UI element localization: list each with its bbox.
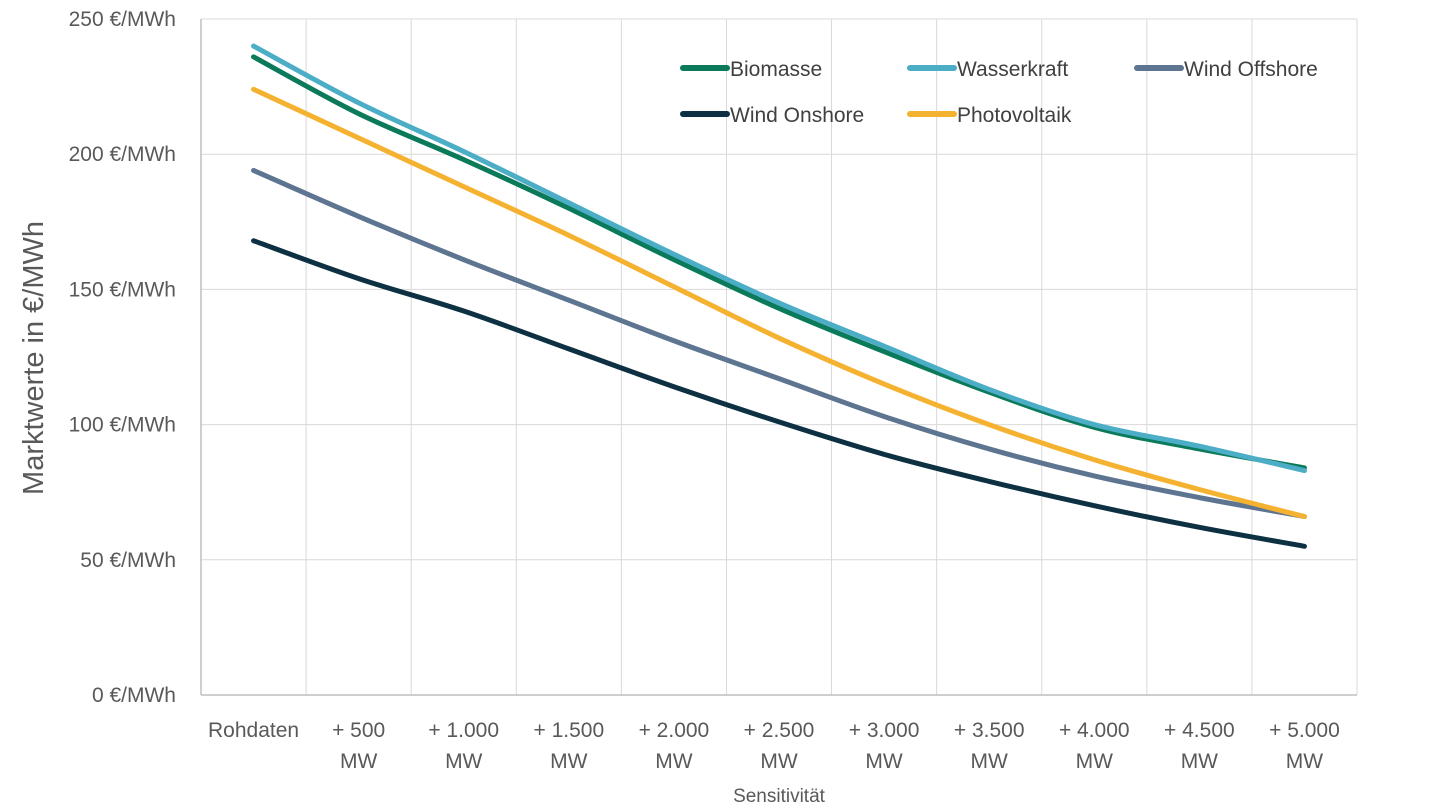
x-tick-label: MW bbox=[550, 750, 587, 773]
x-tick-label: + 3.000 bbox=[849, 719, 920, 742]
x-tick-label: + 1.000 bbox=[428, 719, 499, 742]
x-axis-label: Sensitivität bbox=[733, 786, 826, 807]
x-tick-label: Rohdaten bbox=[208, 719, 299, 742]
x-tick-label: + 3.500 bbox=[954, 719, 1025, 742]
legend-entry: Photovoltaik bbox=[957, 104, 1072, 127]
x-tick-label: MW bbox=[865, 750, 902, 773]
series-lines bbox=[251, 43, 1307, 549]
x-tick-label: + 500 bbox=[332, 719, 385, 742]
y-axis-label: Marktwerte in €/MWh bbox=[18, 221, 50, 495]
series-line-biomasse bbox=[251, 54, 1307, 471]
x-tick-label: + 2.000 bbox=[639, 719, 710, 742]
y-tick-label: 100 €/MWh bbox=[69, 414, 176, 437]
y-tick-label: 250 €/MWh bbox=[69, 8, 176, 31]
x-tick-label: MW bbox=[655, 750, 692, 773]
x-tick-label: + 4.500 bbox=[1164, 719, 1235, 742]
x-tick-label: + 2.500 bbox=[744, 719, 815, 742]
y-tick-label: 150 €/MWh bbox=[69, 278, 176, 301]
x-tick-label: MW bbox=[1181, 750, 1218, 773]
x-tick-label: + 1.500 bbox=[533, 719, 604, 742]
y-tick-label: 50 €/MWh bbox=[80, 549, 176, 572]
y-tick-label: 0 €/MWh bbox=[92, 684, 176, 707]
y-tick-label: 200 €/MWh bbox=[69, 143, 176, 166]
x-tick-label: + 5.000 bbox=[1269, 719, 1340, 742]
x-tick-label: + 4.000 bbox=[1059, 719, 1130, 742]
y-axis-ticks: 0 €/MWh 50 €/MWh 100 €/MWh 150 €/MWh 200 €/M… bbox=[69, 8, 176, 707]
x-tick-label: MW bbox=[1076, 750, 1113, 773]
legend-entry: Wasserkraft bbox=[957, 58, 1068, 81]
x-tick-label: MW bbox=[971, 750, 1008, 773]
x-tick-label: MW bbox=[760, 750, 797, 773]
x-tick-label: MW bbox=[1286, 750, 1323, 773]
legend-entry: Wind Onshore bbox=[730, 104, 864, 127]
x-axis-ticks: Rohdaten + 500 MW + 1.000 MW + 1.500 MW + 2.000… bbox=[208, 719, 1340, 773]
legend: Biomasse Wasserkraft Wind Offshore Wind Ons… bbox=[680, 58, 1318, 127]
x-tick-label: MW bbox=[445, 750, 482, 773]
grid-lines bbox=[200, 18, 1358, 696]
legend-entry: Biomasse bbox=[730, 58, 822, 81]
series-line-wind-onshore bbox=[251, 238, 1307, 549]
legend-entry: Wind Offshore bbox=[1184, 58, 1318, 81]
x-tick-label: MW bbox=[340, 750, 377, 773]
series-line-wind-offshore bbox=[251, 167, 1307, 520]
series-line-photovoltaik bbox=[251, 86, 1307, 520]
series-line-wasserkraft bbox=[251, 43, 1307, 474]
